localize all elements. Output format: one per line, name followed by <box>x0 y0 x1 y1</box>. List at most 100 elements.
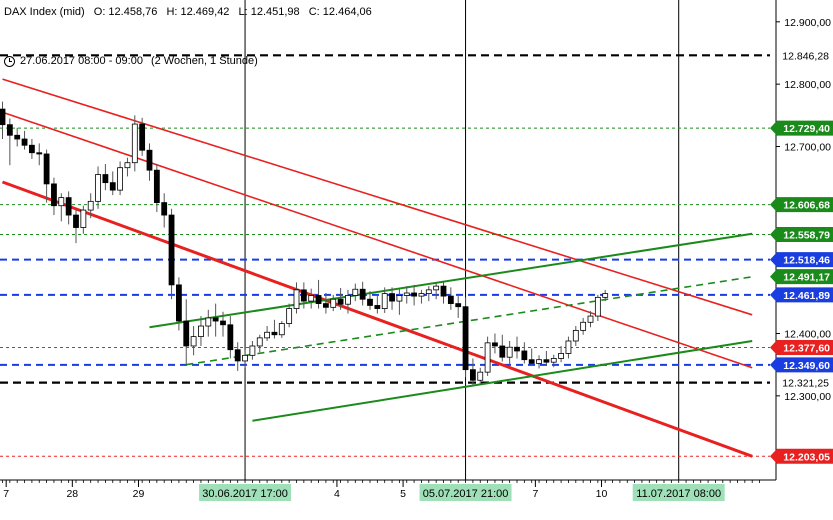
candle-body <box>95 174 101 202</box>
candle-body <box>565 340 572 354</box>
candle-body <box>411 292 418 297</box>
candle-body <box>558 353 564 359</box>
date-highlight-label: 30.06.2017 17:00 <box>202 488 288 500</box>
x-tick-label: 7 <box>532 488 538 500</box>
candle-body <box>300 289 307 302</box>
candle-body <box>543 359 550 363</box>
low-value: L: 12.451,98 <box>238 6 300 18</box>
instrument-header: DAX Index (mid) O: 12.458,76 H: 12.469,4… <box>4 6 378 18</box>
candle-body <box>51 183 57 207</box>
candle-body <box>175 284 182 322</box>
candle-body <box>528 359 535 364</box>
close-value: C: 12.464,06 <box>308 6 372 18</box>
candle-body <box>536 359 542 364</box>
candle-body <box>425 289 432 295</box>
y-tick-label: 12.400,00 <box>784 329 831 341</box>
level-tag <box>770 252 833 268</box>
level-tag <box>770 227 833 243</box>
candle-body <box>0 108 6 126</box>
candle-body <box>462 306 469 371</box>
date-highlight-label: 05.07.2017 21:00 <box>423 488 509 500</box>
candle-body <box>220 320 226 326</box>
candle-body <box>6 124 13 136</box>
time-period: (2 Wochen, 1 Stunde) <box>150 55 258 67</box>
candle-body <box>521 350 528 361</box>
candle-body <box>315 295 322 304</box>
x-tick-label: 29 <box>133 488 145 500</box>
candle-body <box>572 329 579 342</box>
y-tick-label: 12.700,00 <box>784 141 831 153</box>
candle-body <box>65 197 72 216</box>
candle-body <box>308 295 315 302</box>
level-tag-label: 12.729,40 <box>783 123 830 135</box>
candle-body <box>293 289 300 309</box>
candle-body <box>183 320 190 347</box>
candle-body <box>594 296 601 317</box>
level-tag-label: 12.491,17 <box>783 272 830 284</box>
candle-body <box>153 169 160 203</box>
candle-body <box>28 144 35 154</box>
level-tag-label: 12.518,46 <box>783 255 830 267</box>
x-tick-label: 10 <box>596 488 608 500</box>
level-tag <box>770 269 833 285</box>
candle-body <box>499 345 506 358</box>
date-highlight-label: 11.07.2017 08:00 <box>636 488 721 500</box>
level-tag-label: 12.377,60 <box>783 342 830 354</box>
candle-body <box>286 308 293 324</box>
candle-body <box>146 149 153 171</box>
candle-body <box>352 288 359 296</box>
candle-body <box>337 298 344 305</box>
candle-body <box>80 209 87 228</box>
candle-body <box>102 174 109 184</box>
candle-body <box>131 123 138 164</box>
candle-body <box>21 138 28 146</box>
candle-body <box>264 331 271 339</box>
candle-body <box>249 345 256 356</box>
candle-body <box>447 295 454 304</box>
level-tag-label: 12.349,60 <box>783 360 830 372</box>
candle-body <box>117 167 123 191</box>
plot-area <box>0 0 770 480</box>
level-tag <box>770 448 833 464</box>
candle-body <box>322 303 329 308</box>
candle-body <box>330 298 337 308</box>
trend-line <box>252 339 753 422</box>
candle-body <box>168 214 175 286</box>
candle-body <box>550 358 557 363</box>
candle-body <box>484 342 491 373</box>
candle-body <box>455 303 462 308</box>
candle-body <box>469 369 476 381</box>
trend-line <box>1 180 753 458</box>
candle-body <box>124 162 131 169</box>
candle-body <box>109 182 116 191</box>
level-value-label: 12.321,25 <box>782 378 829 390</box>
candle-body <box>506 346 513 358</box>
x-ticks <box>2 480 760 483</box>
candle-body <box>381 293 388 309</box>
level-tag-label: 12.606,68 <box>783 200 830 212</box>
clock-icon <box>4 55 15 67</box>
level-tag-label: 12.461,89 <box>783 290 830 302</box>
candle-body <box>374 305 381 309</box>
candle-body <box>242 354 248 362</box>
trend-line <box>2 111 753 369</box>
candle-body <box>389 293 395 302</box>
candle-body <box>58 197 65 207</box>
level-tag <box>770 197 833 213</box>
candle-body <box>43 153 50 185</box>
candle-body <box>278 323 285 336</box>
level-tag-label: 12.558,79 <box>783 230 830 242</box>
candle-body <box>139 123 146 151</box>
candle-body <box>345 295 351 305</box>
candle-body <box>271 331 278 336</box>
level-tag-label: 12.203,05 <box>783 451 830 463</box>
candle-body <box>73 214 79 228</box>
level-value-label: 12.846,28 <box>782 50 829 62</box>
date-highlight-box <box>199 484 292 501</box>
time-range: 27.06.2017 08:00 - 09:00 <box>20 55 143 67</box>
candle-body <box>256 337 263 347</box>
candle-body <box>198 325 204 338</box>
candle-body <box>36 152 43 155</box>
date-highlight-box <box>632 484 725 501</box>
